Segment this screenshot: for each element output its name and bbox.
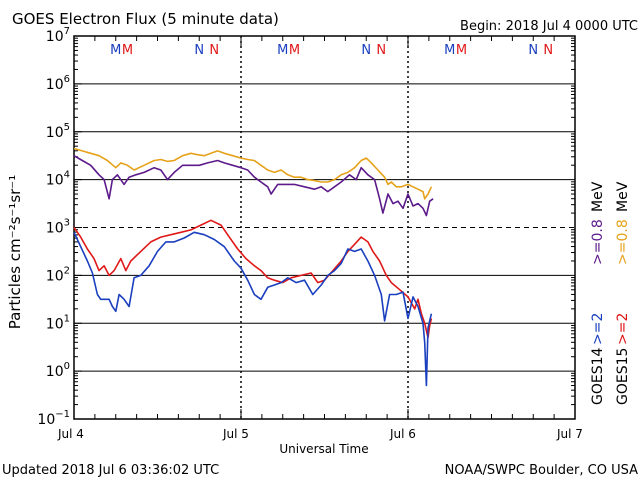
- y-tick-base: 10: [46, 29, 64, 45]
- y-tick-label: 100: [46, 361, 70, 380]
- x-tick-label: Jul 5: [222, 427, 249, 441]
- y-tick-label: 104: [46, 170, 70, 189]
- legend-goes14: GOES14 >=2 >=0.8 MeV: [590, 181, 606, 405]
- mn-marker: M: [444, 43, 455, 58]
- y-tick-base: 10: [46, 268, 64, 284]
- y-tick-label: 102: [46, 265, 70, 284]
- y-tick-exponent: 3: [64, 218, 70, 229]
- mn-marker: N: [194, 43, 204, 58]
- grid-lines: [74, 83, 575, 372]
- y-tick-exponent: 7: [64, 26, 70, 37]
- mn-marker: M: [110, 43, 121, 58]
- y-tick-label: 10−1: [37, 409, 70, 428]
- legend-goes14-low: >=0.8: [590, 219, 606, 265]
- y-tick-exponent: 0: [64, 361, 70, 372]
- mn-marker: N: [209, 43, 219, 58]
- x-axis: Jul 4 Jul 5 Jul 6 Jul 7: [57, 36, 583, 441]
- begin-time: Begin: 2018 Jul 4 0000 UTC: [460, 19, 638, 34]
- y-tick-label: 101: [46, 313, 70, 332]
- legend-goes15-low: >=0.8: [615, 219, 631, 265]
- legend-goes15-sat: GOES15: [615, 348, 631, 405]
- y-tick-base: 10: [46, 125, 64, 141]
- mn-marker: M: [122, 43, 133, 58]
- y-tick-base: 10: [46, 364, 64, 380]
- y-tick-label: 106: [46, 74, 70, 93]
- mn-marker: N: [376, 43, 386, 58]
- y-tick-label: 105: [46, 122, 70, 141]
- x-tick-label: Jul 6: [389, 427, 416, 441]
- mn-marker: N: [361, 43, 371, 58]
- y-tick-label: 103: [46, 218, 70, 237]
- legend-goes15-unit: MeV: [615, 181, 631, 212]
- legend-goes14-unit: MeV: [590, 181, 606, 212]
- x-tick-label: Jul 4: [57, 427, 84, 441]
- series-line: [73, 147, 433, 200]
- series-line: [73, 155, 434, 217]
- mn-marker: N: [543, 43, 553, 58]
- y-tick-exponent: −1: [55, 409, 70, 420]
- y-tick-label: 107: [46, 26, 70, 45]
- updated-timestamp: Updated 2018 Jul 6 03:36:02 UTC: [2, 463, 219, 478]
- legend-goes15: GOES15 >=2 >=0.8 MeV: [615, 181, 631, 405]
- chart-title: GOES Electron Flux (5 minute data): [12, 10, 279, 28]
- mn-marker: M: [289, 43, 300, 58]
- y-tick-exponent: 1: [64, 313, 70, 324]
- x-tick-label: Jul 7: [556, 427, 583, 441]
- series-line: [73, 231, 433, 387]
- y-tick-exponent: 4: [64, 170, 70, 181]
- mn-marker: N: [528, 43, 538, 58]
- series-line: [73, 219, 433, 339]
- legend-goes14-sat: GOES14: [590, 347, 606, 405]
- y-tick-base: 10: [37, 412, 55, 428]
- y-tick-exponent: 6: [64, 74, 70, 85]
- y-tick-base: 10: [46, 221, 64, 237]
- y-tick-exponent: 5: [64, 122, 70, 133]
- y-tick-base: 10: [46, 77, 64, 93]
- legend-goes14-high: >=2: [590, 313, 606, 345]
- y-tick-base: 10: [46, 173, 64, 189]
- mn-marker: M: [277, 43, 288, 58]
- mn-marker: M: [456, 43, 467, 58]
- x-axis-label: Universal Time: [279, 442, 368, 456]
- y-axis-label: Particles cm⁻²s⁻¹sr⁻¹: [6, 175, 24, 329]
- legend-goes15-high: >=2: [615, 313, 631, 345]
- day-boundary-ticks: [240, 36, 409, 419]
- y-tick-exponent: 2: [64, 265, 70, 276]
- series-lines: [73, 147, 434, 387]
- credit-text: NOAA/SWPC Boulder, CO USA: [445, 463, 638, 478]
- y-tick-base: 10: [46, 316, 64, 332]
